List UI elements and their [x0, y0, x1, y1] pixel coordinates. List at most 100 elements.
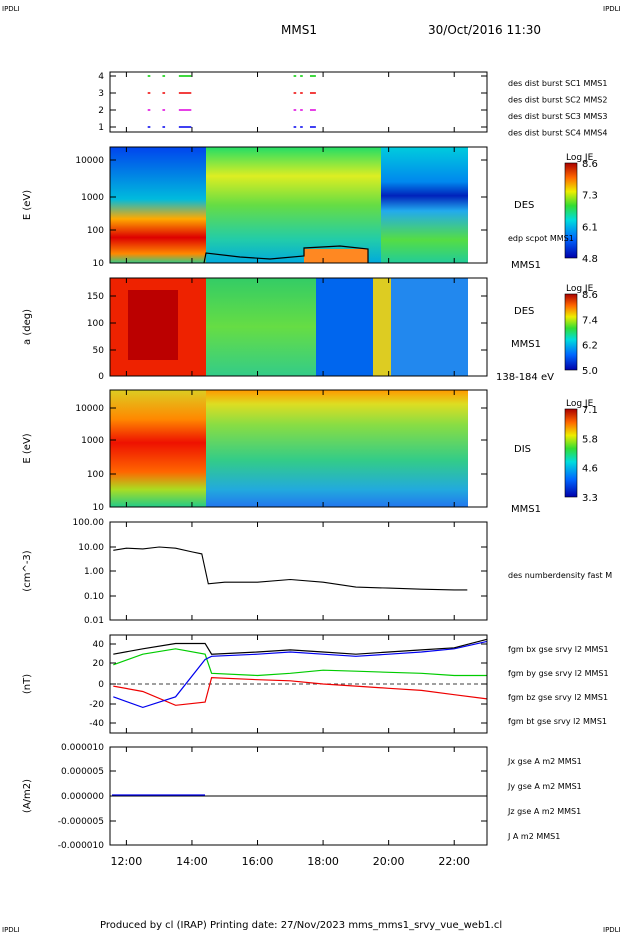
ytick-label: -20	[89, 700, 104, 710]
fgm-line	[113, 648, 487, 677]
colorbar-des-pitch	[564, 293, 578, 371]
ytick-label: 2	[98, 106, 104, 116]
des-energy-heat-d	[381, 147, 468, 263]
scpot-line	[203, 245, 369, 264]
des-energy-heat-b	[128, 147, 206, 263]
legend-entry: des numberdensity fast M	[508, 571, 612, 580]
dis-energy-heat-a	[110, 390, 206, 507]
colorbar-tick: 4.6	[582, 464, 598, 475]
legend-entry: des dist burst SC3 MMS3	[508, 112, 607, 121]
colorbar-tick: 3.3	[582, 493, 598, 504]
xtick-label: 18:00	[307, 855, 339, 868]
footer-text: Produced by cl (IRAP) Printing date: 27/…	[100, 920, 502, 931]
ytick-label: 100	[87, 226, 104, 236]
side-label: DES	[514, 306, 534, 317]
side-label-2: MMS1	[511, 504, 541, 515]
des-energy-heat-c	[206, 147, 381, 263]
ytick-label: 4	[98, 72, 104, 82]
ytick-label: 20	[93, 659, 105, 669]
fgm-line	[113, 638, 488, 655]
ytick-label: 10.00	[78, 543, 104, 553]
colorbar-title: Log JE	[566, 284, 594, 294]
ytick-label: 0.01	[84, 616, 104, 626]
ytick-label: 50	[93, 346, 105, 356]
mission-title: MMS1	[281, 23, 317, 37]
fgm-line	[113, 676, 488, 706]
ylabel: (cm^-3)	[22, 550, 33, 591]
des-pitch-heat-gap	[468, 278, 487, 376]
ytick-label: -0.000010	[58, 841, 104, 851]
dis-energy-heat-gap	[468, 390, 487, 507]
des-pitch-heat-c	[316, 278, 373, 376]
corner-label-tl: IPDLI	[2, 5, 20, 13]
ytick-label: 0	[98, 372, 104, 382]
fgm-panel	[109, 634, 488, 734]
ytick-label: -40	[89, 719, 104, 729]
legend-entry: des dist burst SC1 MMS1	[508, 79, 607, 88]
dis-energy-panel	[109, 389, 488, 508]
legend-entry: fgm bz gse srvy l2 MMS1	[508, 693, 608, 702]
ytick-label: 100.00	[73, 518, 105, 528]
des-pitch-heat-b	[206, 278, 316, 376]
des-pitch-heat-d	[373, 278, 391, 376]
ytick-label: -0.000005	[58, 817, 104, 827]
legend-entry: Jy gse A m2 MMS1	[507, 782, 582, 791]
corner-label-br: IPDLI	[603, 926, 621, 934]
side-label-2: MMS1	[511, 339, 541, 350]
density-line	[113, 546, 468, 591]
density-panel	[109, 521, 488, 621]
ylabel: E (eV)	[22, 190, 33, 220]
legend-entry: fgm by gse srvy l2 MMS1	[508, 669, 609, 678]
ytick-label: 0.000005	[61, 767, 104, 777]
colorbar-tick: 7.1	[582, 405, 598, 416]
colorbar-title: Log JE	[566, 153, 594, 163]
ytick-label: 100	[87, 319, 104, 329]
colorbar-title: Log JE	[566, 399, 594, 409]
colorbar-tick: 6.2	[582, 341, 598, 352]
ytick-label: 40	[93, 640, 105, 650]
ytick-label: 1.00	[84, 567, 104, 577]
ylabel: (A/m2)	[22, 779, 33, 813]
colorbar-tick: 6.1	[582, 222, 598, 233]
dis-energy-heat-b	[206, 390, 468, 507]
ylabel: (nT)	[22, 674, 33, 694]
side-label: DES	[514, 200, 534, 211]
xtick-label: 16:00	[242, 855, 274, 868]
ytick-label: 1	[98, 123, 104, 133]
ytick-label: 10	[93, 503, 105, 513]
density-frame	[109, 521, 488, 621]
colorbar-tick: 8.6	[582, 159, 598, 170]
des-pitch-frame	[109, 277, 488, 377]
ytick-label: 3	[98, 89, 104, 99]
xtick-label: 14:00	[176, 855, 208, 868]
des-energy-heat-gap	[468, 147, 487, 263]
des-energy-panel	[109, 146, 488, 264]
des-pitch-heat-core	[128, 290, 178, 360]
colorbar-tick: 7.3	[582, 191, 598, 202]
legend-entry: fgm bt gse srvy l2 MMS1	[508, 717, 607, 726]
legend-entry: Jz gse A m2 MMS1	[507, 807, 581, 816]
date-title: 30/Oct/2016 11:30	[428, 23, 541, 37]
des-energy-frame	[109, 146, 488, 264]
legend-entry: des dist burst SC2 MMS2	[508, 96, 607, 105]
burst-frame	[109, 71, 488, 133]
colorbar-dis-energy	[564, 408, 578, 498]
legend-entry: Jx gse A m2 MMS1	[507, 757, 582, 766]
ytick-label: 0	[98, 680, 104, 690]
legend-entry: fgm bx gse srvy l2 MMS1	[508, 645, 609, 654]
colorbar-tick: 5.8	[582, 434, 598, 445]
ytick-label: 10	[93, 259, 105, 269]
ytick-label: 10000	[75, 156, 104, 166]
scpot-fill	[304, 249, 368, 263]
des-pitch-heat-e	[391, 278, 468, 376]
side-label-2: edp scpot MMS1	[508, 234, 574, 243]
ytick-label: 0.10	[84, 592, 104, 602]
colorbar-tick: 7.4	[582, 315, 598, 326]
legend-entry: des dist burst SC4 MMS4	[508, 129, 607, 138]
ytick-label: 100	[87, 470, 104, 480]
burst-panel	[109, 71, 488, 133]
ytick-label: 1000	[81, 193, 104, 203]
ylabel: a (deg)	[22, 309, 33, 345]
des-pitch-panel	[109, 277, 488, 377]
